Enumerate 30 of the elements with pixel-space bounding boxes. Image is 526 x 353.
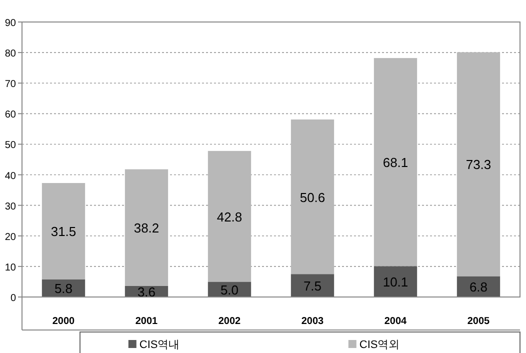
- legend-label: CIS역외: [359, 339, 400, 351]
- y-tick-label: 70: [4, 79, 16, 90]
- x-tick-label: 2004: [384, 316, 408, 327]
- data-label: 7.5: [303, 278, 322, 294]
- data-label: 38.2: [134, 220, 160, 236]
- y-tick-label: 10: [4, 262, 16, 274]
- x-tick-label: 2000: [52, 316, 76, 327]
- y-tick-label: 90: [4, 18, 16, 29]
- x-tick-label: 2001: [135, 316, 158, 327]
- y-tick-label: 80: [4, 48, 16, 60]
- y-tick-label: 0: [10, 293, 16, 304]
- data-label: 50.6: [300, 190, 326, 205]
- x-tick-label: 2002: [218, 316, 242, 327]
- data-label: 5.8: [54, 281, 73, 296]
- data-label: 6.8: [469, 280, 488, 295]
- data-label: 5.0: [220, 282, 239, 298]
- y-tick-label: 60: [4, 110, 16, 121]
- y-tick-label: 20: [4, 232, 16, 243]
- y-tick-label: 40: [4, 170, 16, 182]
- y-tick-label: 30: [4, 201, 16, 212]
- y-tick-label: 50: [4, 140, 16, 152]
- x-tick-label: 2005: [467, 316, 490, 327]
- x-tick-label: 2003: [301, 316, 324, 327]
- data-label: 73.3: [466, 157, 492, 172]
- data-label: 31.5: [50, 224, 76, 240]
- data-label: 68.1: [382, 155, 408, 170]
- data-label: 10.1: [382, 274, 408, 290]
- legend-label: CIS역내: [139, 339, 180, 351]
- data-label: 3.6: [137, 284, 156, 300]
- data-label: 42.8: [216, 209, 242, 224]
